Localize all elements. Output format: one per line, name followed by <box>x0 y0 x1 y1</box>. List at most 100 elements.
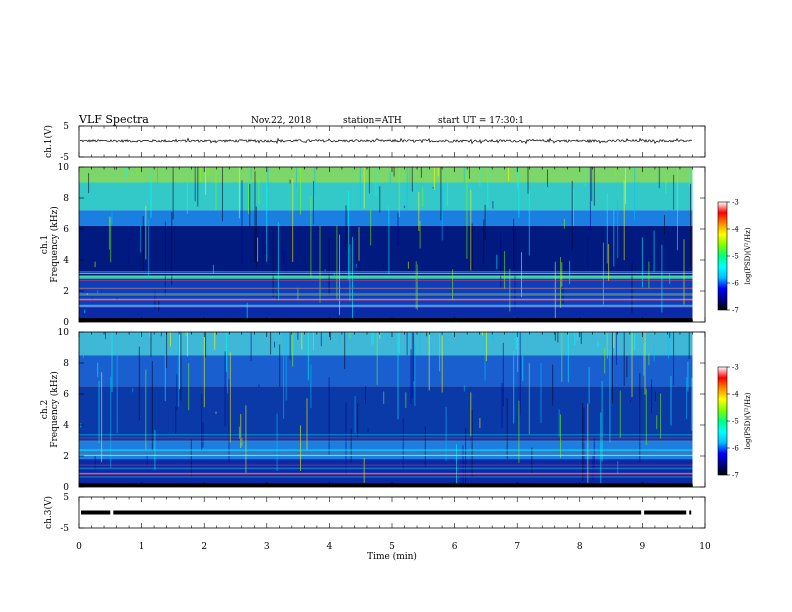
ch1-narrowband-line <box>79 293 693 295</box>
ch1-spheric-streak <box>409 167 411 185</box>
ch1-spheric-streak <box>415 261 417 309</box>
ch2-spheric-streak <box>385 332 387 339</box>
ch1-spheric-streak <box>205 167 207 195</box>
ch2-spheric-streak <box>648 353 650 366</box>
colorbar-tick-label: -3 <box>732 364 739 372</box>
ch2-spheric-streak <box>531 447 533 474</box>
ch2-spheric-streak <box>597 341 599 348</box>
ch1-spheric-streak <box>417 264 418 311</box>
ch1-spheric-streak <box>238 167 240 219</box>
ch1-spheric-streak <box>404 205 405 209</box>
ch2-spheric-streak <box>307 332 309 381</box>
ch1-spheric-streak <box>108 216 110 250</box>
ch1-spheric-streak <box>164 221 166 296</box>
ch1-spectrogram-band <box>79 225 693 276</box>
ch2-spheric-streak <box>240 414 242 449</box>
ch2-spheric-streak <box>101 372 103 463</box>
ch2-spheric-streak <box>428 332 430 391</box>
ch1-spheric-streak <box>289 179 291 184</box>
ch1-spectrogram-band <box>79 210 693 226</box>
ch2-narrowband-line <box>79 464 693 466</box>
ch2-spheric-streak <box>357 403 359 438</box>
ch2-spheric-streak <box>576 332 578 341</box>
ch2-spheric-streak <box>225 332 227 373</box>
ch1-spheric-streak <box>197 167 199 207</box>
colorbar-tick-label: -7 <box>732 307 739 315</box>
ch2-spheric-streak <box>592 454 594 481</box>
ch1-spheric-streak <box>199 167 201 183</box>
ch2-spheric-streak <box>588 367 590 404</box>
ch1-spheric-streak <box>241 180 243 264</box>
ch1-spheric-streak <box>262 231 264 268</box>
ch2-spheric-streak <box>619 390 621 438</box>
colorbar-tick-label: -6 <box>732 445 739 453</box>
ch2-spheric-streak <box>283 332 285 419</box>
ch2-spheric-streak <box>349 332 351 339</box>
figure-title: VLF Spectra <box>78 113 149 126</box>
ch2-spheric-streak <box>410 349 412 404</box>
ch2-spheric-streak <box>214 332 216 350</box>
ch2-spheric-streak <box>670 375 672 426</box>
ch2-spheric-streak <box>245 405 247 473</box>
ch1-waveform-panel: 5 -5 ch.1(V) <box>43 122 706 163</box>
ch1-spheric-streak <box>407 261 409 269</box>
ch2-spheric-streak <box>492 332 494 341</box>
ch2-spheric-streak <box>276 413 278 472</box>
date-label: Nov.22, 2018 <box>251 116 312 126</box>
ch2-spheric-streak <box>465 427 467 487</box>
ch1-spheric-streak <box>688 167 690 188</box>
ch2-spheric-streak <box>297 332 299 340</box>
ch2-spheric-streak <box>528 363 530 434</box>
ch2-spheric-streak <box>419 332 421 356</box>
ch1-narrowband-line <box>79 294 693 296</box>
ch1-spheric-streak <box>125 167 127 178</box>
ch2-spheric-streak <box>344 332 346 369</box>
ch2-spheric-streak <box>688 332 690 360</box>
ch1-spheric-streak <box>283 250 285 264</box>
ch1-spheric-streak <box>150 172 152 218</box>
ch2-spheric-streak <box>558 409 560 437</box>
ch1-spec-y-tick-label: 6 <box>63 225 69 235</box>
ch2-spheric-streak <box>80 423 82 428</box>
ch1-spheric-streak <box>345 205 347 251</box>
ch1-spheric-streak <box>521 252 522 297</box>
ch1-spheric-streak <box>393 167 395 177</box>
ch2-spheric-streak <box>406 332 408 356</box>
ch2-spheric-streak <box>439 334 441 372</box>
x-tick-label: 8 <box>577 542 583 552</box>
ch2-narrowband-line <box>79 434 693 436</box>
ch2-spheric-streak <box>561 332 563 382</box>
ch2-narrowband-line <box>79 476 693 478</box>
ch1-spheric-streak <box>677 167 678 251</box>
colorbar-tick-label: -6 <box>732 280 739 288</box>
ch1-spheric-streak <box>254 171 256 263</box>
ch1-spheric-streak <box>379 186 381 213</box>
ch2-spheric-streak <box>329 332 331 341</box>
ch1-spheric-streak <box>171 212 173 285</box>
ch1-spheric-streak <box>571 180 573 251</box>
ch1-spheric-streak <box>222 167 223 222</box>
ch2-spheric-streak <box>631 332 633 397</box>
ch1-spheric-streak <box>690 184 691 267</box>
ch2-spheric-streak <box>224 351 226 427</box>
ch1-spheric-streak <box>563 218 565 229</box>
ch2-spheric-streak <box>289 332 291 360</box>
ch2-spheric-streak <box>371 332 373 345</box>
ch2-spheric-streak <box>203 332 205 408</box>
station-label: station=ATH <box>343 116 402 126</box>
ch1-spheric-streak <box>268 167 270 180</box>
ch2-spheric-streak <box>557 332 559 343</box>
ch2-spec-y-tick-label: 4 <box>63 421 69 431</box>
ch1-spheric-streak <box>593 167 595 206</box>
ch1-spheric-streak <box>606 193 608 264</box>
ch2-spheric-streak <box>365 386 366 404</box>
x-tick-label: 1 <box>139 542 145 552</box>
ch1-spectrogram-panel: 0 2 4 6 8 10 ch.1 Frequency (kHz) <box>40 163 706 328</box>
ch2-spheric-streak <box>111 332 113 393</box>
ch1-spheric-streak <box>418 192 420 232</box>
ch2-spheric-streak <box>145 369 147 450</box>
ch1-spheric-streak <box>466 175 468 259</box>
ch2-spheric-streak <box>328 377 330 456</box>
ch1-colorbar: -3 -4 -5 -6 -7 log(PSD)(V²/Hz) <box>717 199 752 315</box>
ch2-spheric-streak <box>372 332 374 344</box>
